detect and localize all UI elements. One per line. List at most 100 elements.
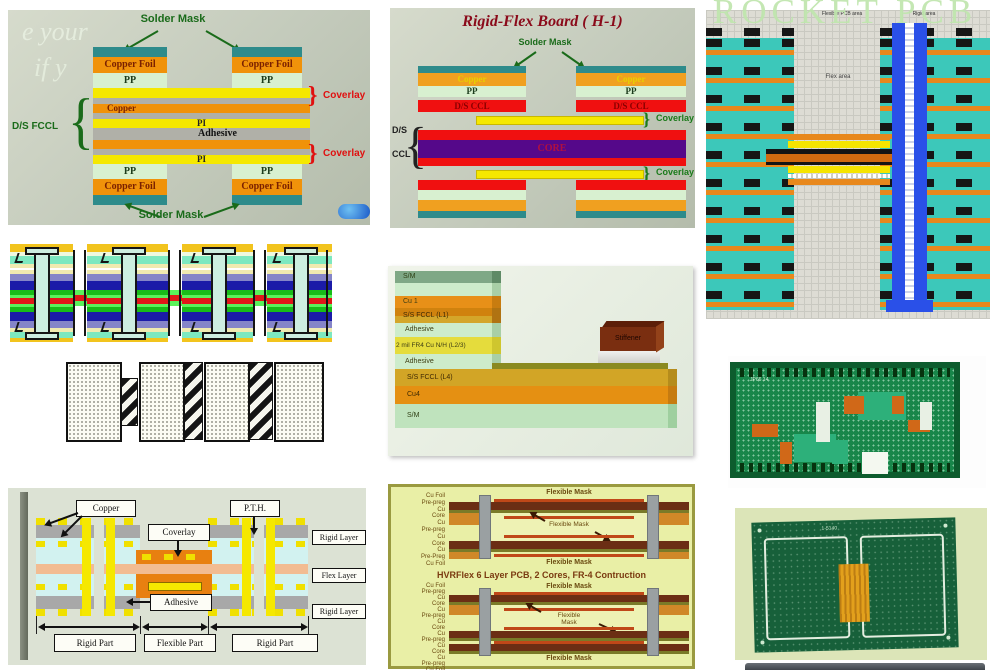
end-block bbox=[651, 513, 689, 525]
right-brace: } bbox=[308, 83, 318, 109]
mask-bar bbox=[494, 641, 644, 644]
layer-label: Cu bbox=[437, 655, 445, 661]
note-rigid-area: Rigid area bbox=[912, 11, 936, 17]
pad-row bbox=[142, 554, 206, 560]
note-flexible-area: Flexible PCB area bbox=[821, 11, 863, 17]
flexible-mask-label: Flexible Mask bbox=[546, 489, 592, 496]
flex-gap bbox=[253, 244, 267, 342]
stiffener-side-face bbox=[656, 321, 664, 353]
board-section-outline bbox=[859, 533, 947, 638]
right-brace: } bbox=[643, 109, 651, 129]
photo-rigidflex-pcb: 1-5140 bbox=[735, 508, 987, 660]
layer-label: Pre-preg bbox=[421, 589, 445, 595]
flex-core-layer bbox=[36, 564, 308, 574]
adhesive-callout: Adhesive bbox=[150, 594, 212, 611]
flexible-mask-label: Flexible bbox=[557, 612, 581, 619]
pi-layer: PI bbox=[93, 119, 310, 128]
ds-ccl-layer bbox=[418, 130, 686, 140]
layer-label: Cu bbox=[437, 506, 445, 513]
silkscreen-block bbox=[920, 402, 932, 430]
dimension-tick bbox=[140, 616, 141, 634]
panel-plated-cross-section: Flexible PCB area Rigid area Flex area bbox=[706, 10, 990, 319]
rigid-part-label-right: Rigid Part bbox=[232, 634, 318, 652]
panel-3d-stackup: S/M Cu 1 S/S FCCL (L1) Adhesive 2 mil FR… bbox=[388, 266, 693, 456]
pth-barrel-right bbox=[914, 23, 927, 308]
flex-hatch bbox=[184, 362, 203, 440]
flex-area-label: Flex area bbox=[825, 74, 851, 80]
via-bar bbox=[266, 518, 275, 616]
layer-cu1: Cu 1 bbox=[395, 296, 492, 308]
coverlay-label-top: Coverlay bbox=[656, 113, 695, 123]
via-bar bbox=[479, 588, 491, 656]
coverlay-callout: Coverlay bbox=[148, 524, 210, 541]
mask-bar bbox=[504, 516, 634, 519]
ds-ccl-layer bbox=[418, 180, 526, 190]
board-outline bbox=[274, 362, 324, 442]
panel-title: Rigid-Flex Board ( H-1) bbox=[462, 13, 623, 30]
layer-label: Cu bbox=[437, 595, 445, 601]
pp-layer: PP bbox=[576, 86, 686, 97]
pcb-board: JP66 14 bbox=[730, 362, 960, 478]
flex-pi-layer bbox=[788, 166, 890, 173]
flex-hatch bbox=[121, 378, 138, 426]
end-block bbox=[449, 605, 487, 615]
ds-ccl-layer: D/S CCL bbox=[418, 100, 526, 112]
layer-label: Cu bbox=[437, 520, 445, 527]
dimension-arrow bbox=[210, 623, 308, 631]
core-bar bbox=[449, 595, 689, 602]
layer-label: Pre-preg bbox=[421, 613, 445, 619]
flexible-mask-label: Flexible Mask bbox=[546, 583, 592, 590]
flexible-mask-label: Flexible Mask bbox=[546, 559, 592, 566]
flex-core-black bbox=[766, 149, 906, 153]
panel-rigidflex-h1: Rigid-Flex Board ( H-1) Solder Mask Copp… bbox=[390, 8, 695, 228]
pth-callout: P.T.H. bbox=[230, 500, 280, 517]
pp-layer: PP bbox=[232, 164, 302, 179]
coverlay-layer bbox=[476, 116, 644, 125]
flexible-mask-label: Mask bbox=[561, 619, 577, 626]
solder-mask-layer bbox=[576, 66, 686, 73]
mask-bar bbox=[494, 554, 644, 557]
flexible-mask-label: Flexible Mask bbox=[546, 655, 592, 662]
stack-bottom: Flexible Mask Flexible Mask Flexible Mas… bbox=[449, 583, 689, 665]
panel-fccl-stackup: e your if y Solder Mask Copper Foil Copp… bbox=[8, 10, 370, 225]
layer-fccl-l4: S/S FCCL (L4) bbox=[395, 369, 668, 386]
layer-label: Pre-Preg bbox=[420, 554, 445, 561]
left-brace: { bbox=[404, 117, 428, 174]
mask-bar bbox=[494, 499, 644, 502]
core-bar bbox=[449, 631, 689, 638]
via-bar bbox=[647, 588, 659, 656]
flex-window bbox=[844, 396, 864, 414]
solder-mask-layer bbox=[418, 211, 526, 218]
pi-layer: PI bbox=[93, 155, 310, 164]
board-marking: 1-5140 bbox=[821, 525, 838, 532]
via-cap bbox=[25, 332, 59, 340]
arrow bbox=[253, 517, 255, 529]
dimension-tick bbox=[308, 616, 309, 634]
layer-label-column: Cu Foil Pre-preg Cu Core Cu Pre-preg Cu … bbox=[395, 583, 445, 670]
via-wall bbox=[253, 250, 255, 336]
solder-mask-label-top: Solder Mask bbox=[140, 13, 206, 25]
layer-cu4: Cu4 bbox=[395, 386, 668, 404]
via-column bbox=[121, 252, 137, 334]
layer-label-column: Cu Foil Pre-preg Cu Core Cu Pre-preg Cu … bbox=[395, 493, 445, 567]
coverlay-label-top: Coverlay bbox=[323, 90, 366, 101]
board-section-outline bbox=[763, 536, 851, 641]
layer-sm-top: S/M bbox=[395, 271, 492, 283]
copper-foil-layer: Copper Foil bbox=[232, 57, 302, 73]
right-brace: } bbox=[308, 141, 318, 167]
layer-label: Cu Foil bbox=[425, 583, 445, 589]
stack-top: Flexible Mask Flexible Mask Flexible Mas… bbox=[449, 489, 689, 569]
panel-multilayer-stripes bbox=[10, 244, 332, 342]
via-cap bbox=[112, 332, 146, 340]
mount-hole bbox=[760, 640, 765, 645]
layer-fccl-l1: S/S FCCL (L1) bbox=[395, 308, 492, 323]
pth-barrel-left bbox=[892, 23, 905, 308]
solder-mask-layer bbox=[418, 66, 526, 73]
solder-mask-layer bbox=[93, 195, 167, 205]
via-wall bbox=[73, 250, 75, 336]
end-block bbox=[651, 552, 689, 559]
flexible-part-label: Flexible Part bbox=[144, 634, 216, 652]
end-block bbox=[651, 605, 689, 615]
hvrflex-title: HVRFlex 6 Layer PCB, 2 Cores, FR-4 Contr… bbox=[436, 570, 647, 580]
watermark-text: if y bbox=[34, 53, 67, 82]
